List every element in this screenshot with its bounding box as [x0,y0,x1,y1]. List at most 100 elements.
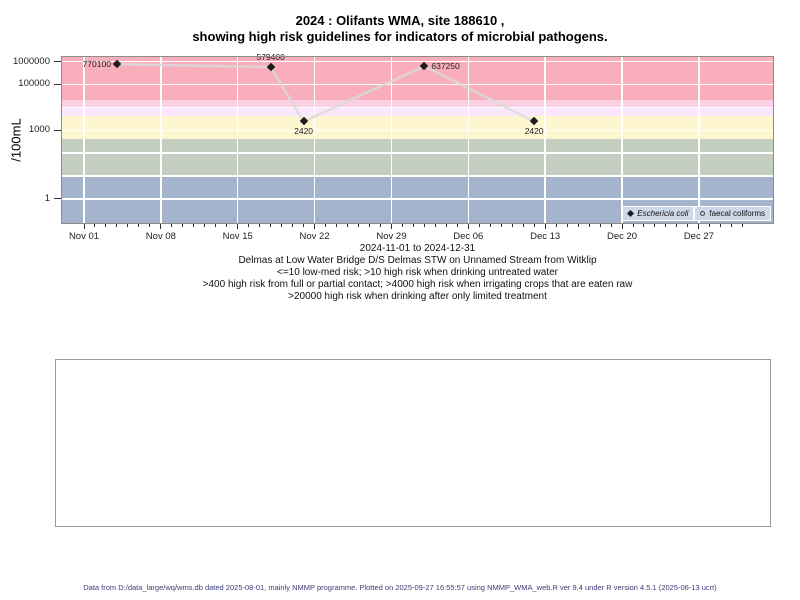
data-point-label: 579400 [256,52,285,63]
y-tick-label: 1 [44,192,50,204]
x-minor-tick [325,224,327,227]
legend-label-faecal-coliforms: faecal coliforms [709,209,765,218]
empty-panel [55,359,771,527]
x-minor-tick [687,224,689,227]
x-minor-tick [347,224,349,227]
x-minor-tick [654,224,656,227]
x-major-tick [390,224,392,229]
x-tick-label: Dec 20 [606,231,638,242]
x-minor-tick [248,224,250,227]
x-minor-tick [368,224,370,227]
data-line [116,62,535,124]
x-minor-tick [138,224,140,227]
y-tick-label: 1000000 [13,55,50,67]
x-major-tick [160,224,162,229]
x-minor-tick [171,224,173,227]
x-major-tick [314,224,316,229]
x-minor-tick [588,224,590,227]
x-minor-tick [182,224,184,227]
site-description: Delmas at Low Water Bridge D/S Delmas ST… [238,255,597,266]
x-tick-label: Nov 01 [68,231,100,242]
h-gridline [62,83,773,86]
x-minor-tick [533,224,535,227]
risk-band [62,139,773,177]
y-tick-label: 1000 [28,124,50,136]
x-minor-tick [423,224,425,227]
h-gridline [62,129,773,132]
x-minor-tick [522,224,524,227]
x-minor-tick [215,224,217,227]
chart-title-line1: 2024 : Olifants WMA, site 188610 , [295,13,505,28]
x-minor-tick [555,224,557,227]
x-minor-tick [676,224,678,227]
x-tick-label: Nov 22 [299,231,330,242]
x-minor-tick [456,224,458,227]
subtitle-block: 2024-11-01 to 2024-12-31 Delmas at Low W… [62,243,773,303]
x-minor-tick [281,224,283,227]
footer-note: Data from D:/data_large/wq/wms.db dated … [83,583,717,592]
data-point-label: 2420 [294,126,314,137]
v-gridline [236,57,239,223]
x-minor-tick [632,224,634,227]
x-tick-label: Nov 29 [376,231,407,242]
x-minor-tick [577,224,579,227]
legend-item-escherichia-coli: Eschericia coli [622,206,695,221]
x-minor-tick [709,224,711,227]
y-tick [54,83,61,85]
y-tick-label: 100000 [18,78,50,90]
x-minor-tick [292,224,294,227]
x-minor-tick [731,224,733,227]
x-minor-tick [665,224,667,227]
x-minor-tick [401,224,403,227]
risk-band [62,100,773,108]
y-axis: 1000000 100000 1000 1 [0,55,62,223]
x-minor-tick [336,224,338,227]
date-range-label: 2024-11-01 to 2024-12-31 [359,243,476,254]
x-minor-tick [412,224,414,227]
x-major-tick [544,224,546,229]
v-gridline [467,57,470,223]
x-minor-tick [149,224,151,227]
x-tick-label: Dec 27 [683,231,714,242]
data-point-label: 2420 [524,126,544,137]
open-circle-icon [700,211,706,216]
x-minor-tick [720,224,722,227]
x-minor-tick [610,224,612,227]
chart-title: 2024 : Olifants WMA, site 188610 , showi… [0,13,800,45]
chart-title-line2: showing high risk guidelines for indicat… [192,29,608,44]
x-tick-label: Nov 15 [222,231,253,242]
x-major-tick [698,224,700,229]
h-gridline [62,198,773,200]
guideline-line2: >400 high risk from full or partial cont… [202,279,633,290]
x-tick-label: Nov 08 [145,231,176,242]
x-minor-tick [445,224,447,227]
x-major-tick [621,224,623,229]
v-gridline [544,57,546,223]
x-minor-tick [105,224,107,227]
v-gridline [313,57,316,223]
plot-area: Eschericia coli faecal coliforms 770100 5… [61,53,774,224]
risk-band [62,116,773,140]
x-major-tick [467,224,469,229]
x-major-tick [83,224,85,229]
x-minor-tick [511,224,513,227]
x-minor-tick [489,224,491,227]
v-gridline [621,57,623,223]
h-gridline [62,106,773,109]
x-minor-tick [358,224,359,227]
x-minor-tick [259,224,261,227]
legend-label-escherichia-coli: Eschericia coli [637,209,689,218]
x-tick-label: Dec 13 [530,231,561,242]
x-minor-tick [270,224,272,227]
guideline-line1: <=10 low-med risk; >10 high risk when dr… [277,267,558,278]
legend: Eschericia coli faecal coliforms [622,206,771,221]
x-minor-tick [379,224,381,227]
v-gridline [160,57,162,223]
x-minor-tick [434,224,436,227]
x-minor-tick [303,224,305,227]
x-axis: Nov 01 Nov 08 Nov 15 Nov 22 Nov 29 Dec 06 Dec … [62,224,773,246]
h-gridline [62,152,773,154]
x-minor-tick [127,224,129,227]
x-minor-tick [500,224,502,227]
